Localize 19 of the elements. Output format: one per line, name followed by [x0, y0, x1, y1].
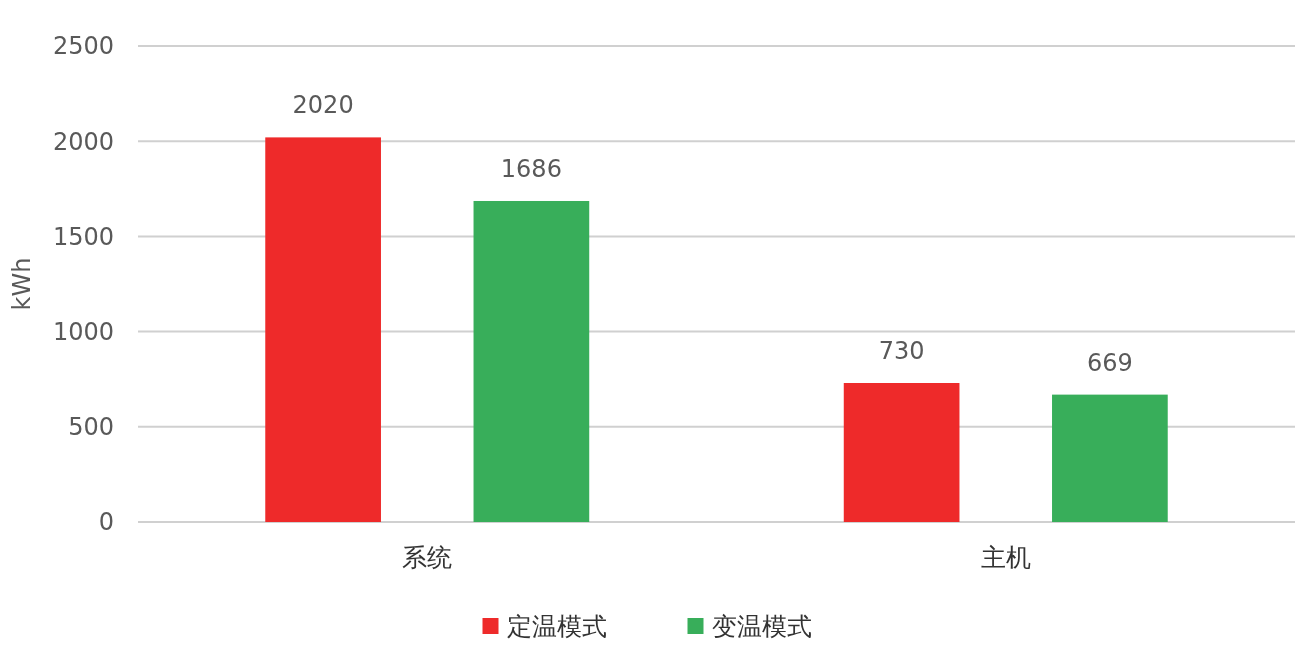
data-label: 1686 [500, 154, 562, 183]
bar [843, 383, 960, 522]
x-tick-label: 主机 [980, 543, 1031, 572]
legend-label: 定温模式 [506, 611, 607, 641]
y-tick-label: 2000 [52, 127, 114, 156]
y-tick-label: 500 [68, 413, 114, 442]
bar [473, 200, 590, 522]
data-label: 669 [1086, 348, 1133, 377]
data-label: 730 [878, 337, 925, 366]
x-tick-label: 系统 [402, 543, 453, 572]
y-tick-label: 1000 [52, 318, 114, 346]
legend-label: 变温模式 [711, 611, 812, 641]
y-tick-label: 1500 [52, 222, 114, 251]
data-label: 2020 [292, 91, 354, 120]
bar [1052, 394, 1168, 522]
y-axis-title: kWh [8, 257, 36, 311]
y-tick-label: 0 [98, 508, 114, 537]
y-tick-label: 2500 [52, 32, 114, 61]
bar [265, 137, 381, 522]
